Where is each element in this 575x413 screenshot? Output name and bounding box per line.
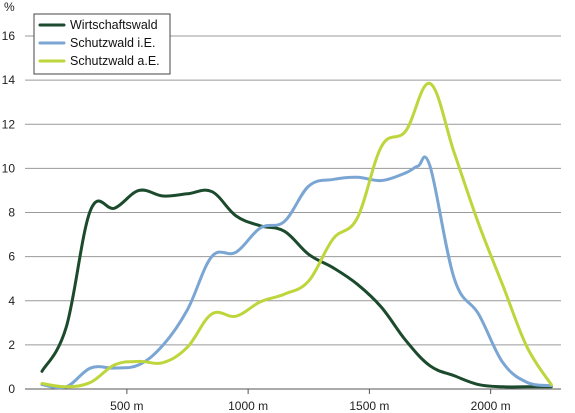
legend-label-schutzwald-a-e: Schutzwald a.E.	[70, 54, 160, 68]
x-tick-label-2000: 2000 m	[471, 399, 511, 413]
y-tick-label-10: 10	[2, 161, 16, 175]
y-tick-label-12: 12	[2, 117, 16, 131]
axis-layer: 0 2 4 6 8 10 12 14 16% 500 m 1000 m 1500 m 2000 m	[2, 0, 561, 413]
legend: Wirtschaftswald Schutzwald i.E. Schutzwald…	[33, 13, 171, 75]
y-tick-label-14: 14	[2, 73, 16, 87]
legend-label-schutzwald-i-e: Schutzwald i.E.	[70, 36, 155, 50]
y-tick-label-0: 0	[8, 382, 15, 396]
x-tick-label-1500: 1500 m	[349, 399, 389, 413]
x-tick-label-500: 500 m	[110, 399, 143, 413]
y-tick-label-4: 4	[8, 294, 15, 308]
series-layer	[40, 81, 553, 390]
x-tick-label-1000: 1000 m	[228, 399, 268, 413]
grid-layer	[25, 35, 561, 346]
y-tick-label-8: 8	[8, 206, 15, 220]
y-unit-label: %	[4, 0, 15, 14]
y-tick-label-2: 2	[8, 338, 15, 352]
series-line-wirtschaftswald	[40, 188, 553, 389]
y-tick-label-6: 6	[8, 250, 15, 264]
y-tick-label-16: 16	[2, 29, 16, 43]
series-line-schutzwald-i-e	[40, 155, 553, 390]
series-line-schutzwald-a-e	[40, 81, 553, 389]
legend-label-wirtschaftswald: Wirtschaftswald	[70, 18, 158, 32]
